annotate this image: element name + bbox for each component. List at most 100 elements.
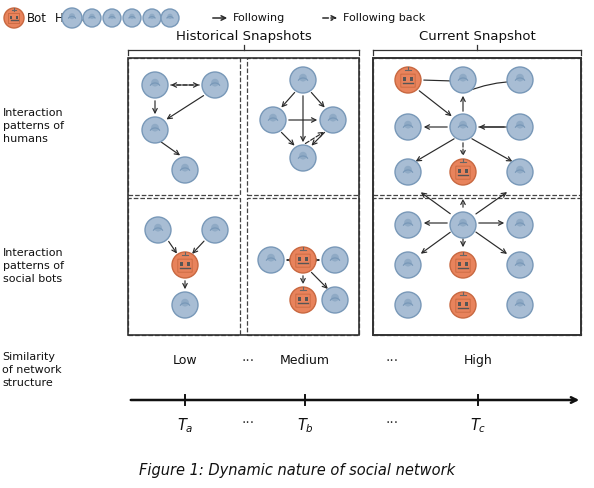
Circle shape (395, 252, 421, 278)
Circle shape (404, 166, 412, 174)
Circle shape (181, 164, 189, 172)
FancyBboxPatch shape (465, 262, 468, 266)
Circle shape (109, 14, 115, 19)
Circle shape (267, 254, 275, 262)
Circle shape (142, 72, 168, 98)
Circle shape (450, 292, 476, 318)
Circle shape (290, 287, 316, 313)
Bar (128, 198, 240, 335)
Text: ···: ··· (241, 354, 255, 368)
FancyBboxPatch shape (15, 16, 18, 19)
Circle shape (395, 212, 421, 238)
Text: ···: ··· (386, 416, 399, 430)
Circle shape (507, 212, 533, 238)
Circle shape (395, 292, 421, 318)
Circle shape (123, 9, 141, 27)
Circle shape (142, 117, 168, 143)
Circle shape (4, 8, 24, 28)
Bar (373, 198, 581, 335)
Text: Bot: Bot (27, 12, 47, 24)
Circle shape (62, 8, 82, 28)
FancyBboxPatch shape (410, 77, 413, 81)
Circle shape (168, 14, 173, 19)
Text: Human: Human (55, 12, 97, 24)
FancyBboxPatch shape (465, 302, 468, 306)
Text: ···: ··· (241, 416, 255, 430)
Circle shape (516, 74, 524, 81)
Bar (128, 58, 359, 335)
Text: Interaction
patterns of
humans: Interaction patterns of humans (3, 108, 64, 144)
Text: Following back: Following back (343, 13, 425, 23)
FancyBboxPatch shape (298, 297, 301, 301)
Text: Current Snapshot: Current Snapshot (419, 30, 535, 43)
Circle shape (459, 121, 467, 128)
Circle shape (143, 9, 161, 27)
Circle shape (516, 299, 524, 306)
Text: $T_{b}$: $T_{b}$ (296, 416, 314, 435)
Circle shape (260, 107, 286, 133)
FancyBboxPatch shape (10, 16, 12, 19)
Circle shape (450, 67, 476, 93)
Circle shape (172, 157, 198, 183)
FancyBboxPatch shape (458, 302, 461, 306)
FancyBboxPatch shape (465, 169, 468, 173)
Circle shape (211, 224, 219, 232)
Circle shape (202, 72, 228, 98)
FancyBboxPatch shape (180, 262, 183, 266)
Circle shape (329, 114, 337, 122)
Circle shape (507, 67, 533, 93)
Text: Low: Low (173, 354, 197, 367)
Circle shape (89, 14, 94, 19)
Circle shape (83, 9, 101, 27)
Circle shape (103, 9, 121, 27)
Circle shape (516, 259, 524, 266)
Circle shape (290, 145, 316, 171)
Circle shape (459, 74, 467, 81)
Circle shape (320, 107, 346, 133)
Circle shape (129, 14, 135, 19)
FancyBboxPatch shape (298, 257, 301, 261)
Circle shape (145, 217, 171, 243)
Circle shape (211, 79, 219, 86)
FancyBboxPatch shape (305, 257, 308, 261)
Text: Interaction
patterns of
social bots: Interaction patterns of social bots (3, 248, 64, 284)
Circle shape (172, 292, 198, 318)
Circle shape (151, 124, 159, 132)
Circle shape (299, 152, 307, 160)
Circle shape (507, 292, 533, 318)
Circle shape (450, 114, 476, 140)
Text: Historical Snapshots: Historical Snapshots (176, 30, 311, 43)
Bar (247, 198, 359, 335)
FancyBboxPatch shape (187, 262, 190, 266)
Circle shape (404, 259, 412, 266)
Circle shape (507, 159, 533, 185)
Bar (247, 58, 359, 195)
Circle shape (161, 9, 179, 27)
Circle shape (290, 247, 316, 273)
FancyBboxPatch shape (458, 169, 461, 173)
Circle shape (154, 224, 162, 232)
Text: $T_{a}$: $T_{a}$ (177, 416, 193, 435)
Circle shape (404, 299, 412, 306)
Circle shape (516, 166, 524, 174)
Circle shape (69, 13, 75, 19)
Circle shape (149, 14, 154, 19)
Bar (128, 58, 240, 195)
Circle shape (151, 79, 159, 86)
FancyBboxPatch shape (458, 262, 461, 266)
Bar (373, 58, 581, 195)
FancyBboxPatch shape (305, 297, 308, 301)
Circle shape (269, 114, 277, 122)
Circle shape (299, 74, 307, 81)
Circle shape (395, 114, 421, 140)
Circle shape (507, 252, 533, 278)
Circle shape (516, 121, 524, 128)
Circle shape (172, 252, 198, 278)
Circle shape (395, 67, 421, 93)
Circle shape (181, 299, 189, 306)
Text: Similarity
of network
structure: Similarity of network structure (2, 352, 62, 388)
Text: High: High (464, 354, 492, 367)
FancyBboxPatch shape (403, 77, 406, 81)
Circle shape (459, 219, 467, 226)
Circle shape (395, 159, 421, 185)
